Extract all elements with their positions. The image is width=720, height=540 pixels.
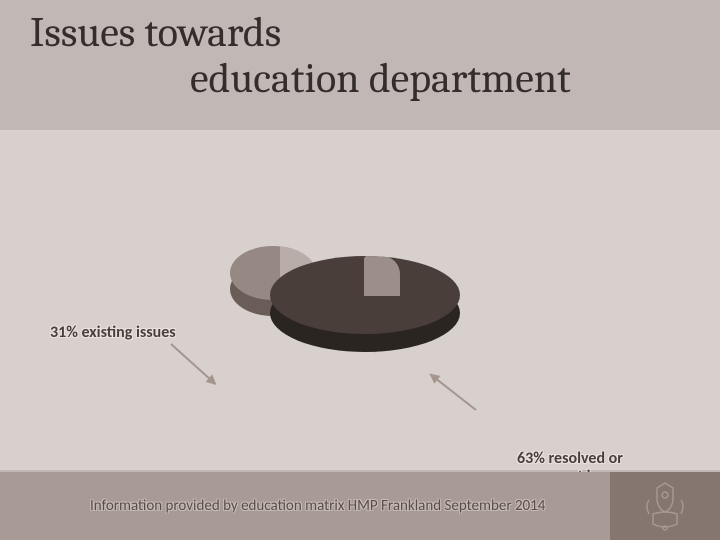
- pie-slice-significant-top: [364, 256, 400, 296]
- chart-panel: 6% Significant issues 31% existing issue…: [0, 130, 720, 470]
- footer-left: Information provided by education matrix…: [0, 472, 610, 540]
- slide-frame: Issues towards education department 6% S…: [0, 0, 720, 540]
- pie-slice-resolved-top: [270, 256, 460, 334]
- title-line-2: education department: [190, 56, 680, 102]
- heraldic-crest-icon: [643, 480, 687, 532]
- footer-text: Information provided by education matrix…: [90, 497, 545, 515]
- callout-arrow-existing: [170, 343, 216, 385]
- pie-chart-3d: [270, 240, 460, 370]
- slide-title: Issues towards education department: [30, 10, 680, 102]
- pie-label-existing: 31% existing issues: [50, 324, 230, 342]
- callout-arrow-resolved: [430, 374, 477, 411]
- footer-bar: Information provided by education matrix…: [0, 472, 720, 540]
- title-line-1: Issues towards: [30, 10, 680, 56]
- footer-right: [610, 472, 720, 540]
